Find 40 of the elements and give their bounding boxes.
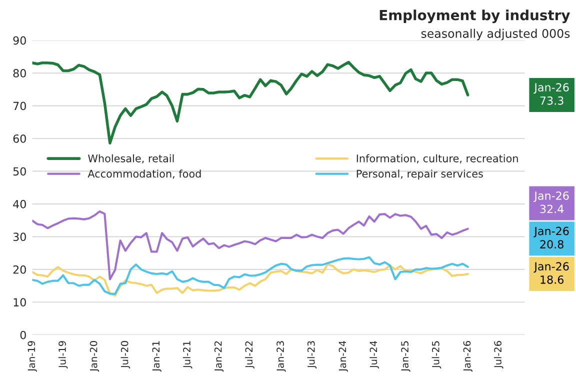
y-tick-label: 40	[13, 200, 26, 208]
legend-label: Wholesale, retail	[88, 154, 174, 164]
x-tick-label: Jan-20	[90, 341, 100, 372]
x-tick-label: Jul-24	[370, 340, 379, 369]
y-tick-label: 10	[14, 298, 26, 306]
x-tick-label: Jul-21	[182, 341, 192, 369]
chart-title: Employment by industry	[380, 10, 570, 24]
y-tick-label: 20	[13, 265, 26, 274]
x-tick-label: Jul-25	[432, 341, 442, 369]
line-series	[32, 60, 470, 144]
x-tick-label: Jul-23	[307, 341, 317, 369]
text: Jan-26 32.4	[534, 191, 569, 214]
x-tick-label: Jul-22	[245, 341, 254, 369]
x-tick-label: Jan-19	[28, 341, 37, 372]
y-tick-label: 30	[13, 232, 26, 242]
legend-label: Information, culture, recreation	[356, 154, 518, 164]
y-tick-label: 70	[13, 102, 26, 110]
y-tick-label: 80	[13, 69, 26, 78]
x-tick-label: Jul-19	[58, 341, 68, 369]
chart-subtitle: seasonally adjusted 000s	[421, 28, 570, 40]
x-tick-label: Jan-21	[152, 341, 162, 372]
line-series	[32, 263, 469, 297]
legend-label: Accommodation, food	[88, 170, 201, 179]
x-tick-label: Jan-26	[463, 341, 472, 372]
text: Jan-26 20.8	[534, 226, 569, 249]
x-tick-label: Jan-23	[276, 341, 286, 372]
x-tick-label: Jan-24	[338, 340, 348, 372]
x-tick-label: Jul-20	[120, 341, 130, 369]
line-series	[32, 210, 469, 280]
legend-label: Personal, repair services	[356, 170, 483, 180]
y-tick-label: 60	[13, 134, 26, 143]
y-tick-label: 0	[20, 330, 26, 340]
x-tick-label: Jan-25	[401, 341, 410, 372]
x-tick-label: Jul-26	[494, 341, 504, 369]
x-tick-label: Jan-22	[214, 341, 224, 372]
y-tick-label: 90	[13, 36, 26, 45]
text: Jan-26 18.6	[534, 262, 569, 284]
text: Jan-26 73.3	[534, 83, 569, 105]
line-series	[32, 256, 469, 295]
y-tick-label: 50	[13, 167, 26, 176]
